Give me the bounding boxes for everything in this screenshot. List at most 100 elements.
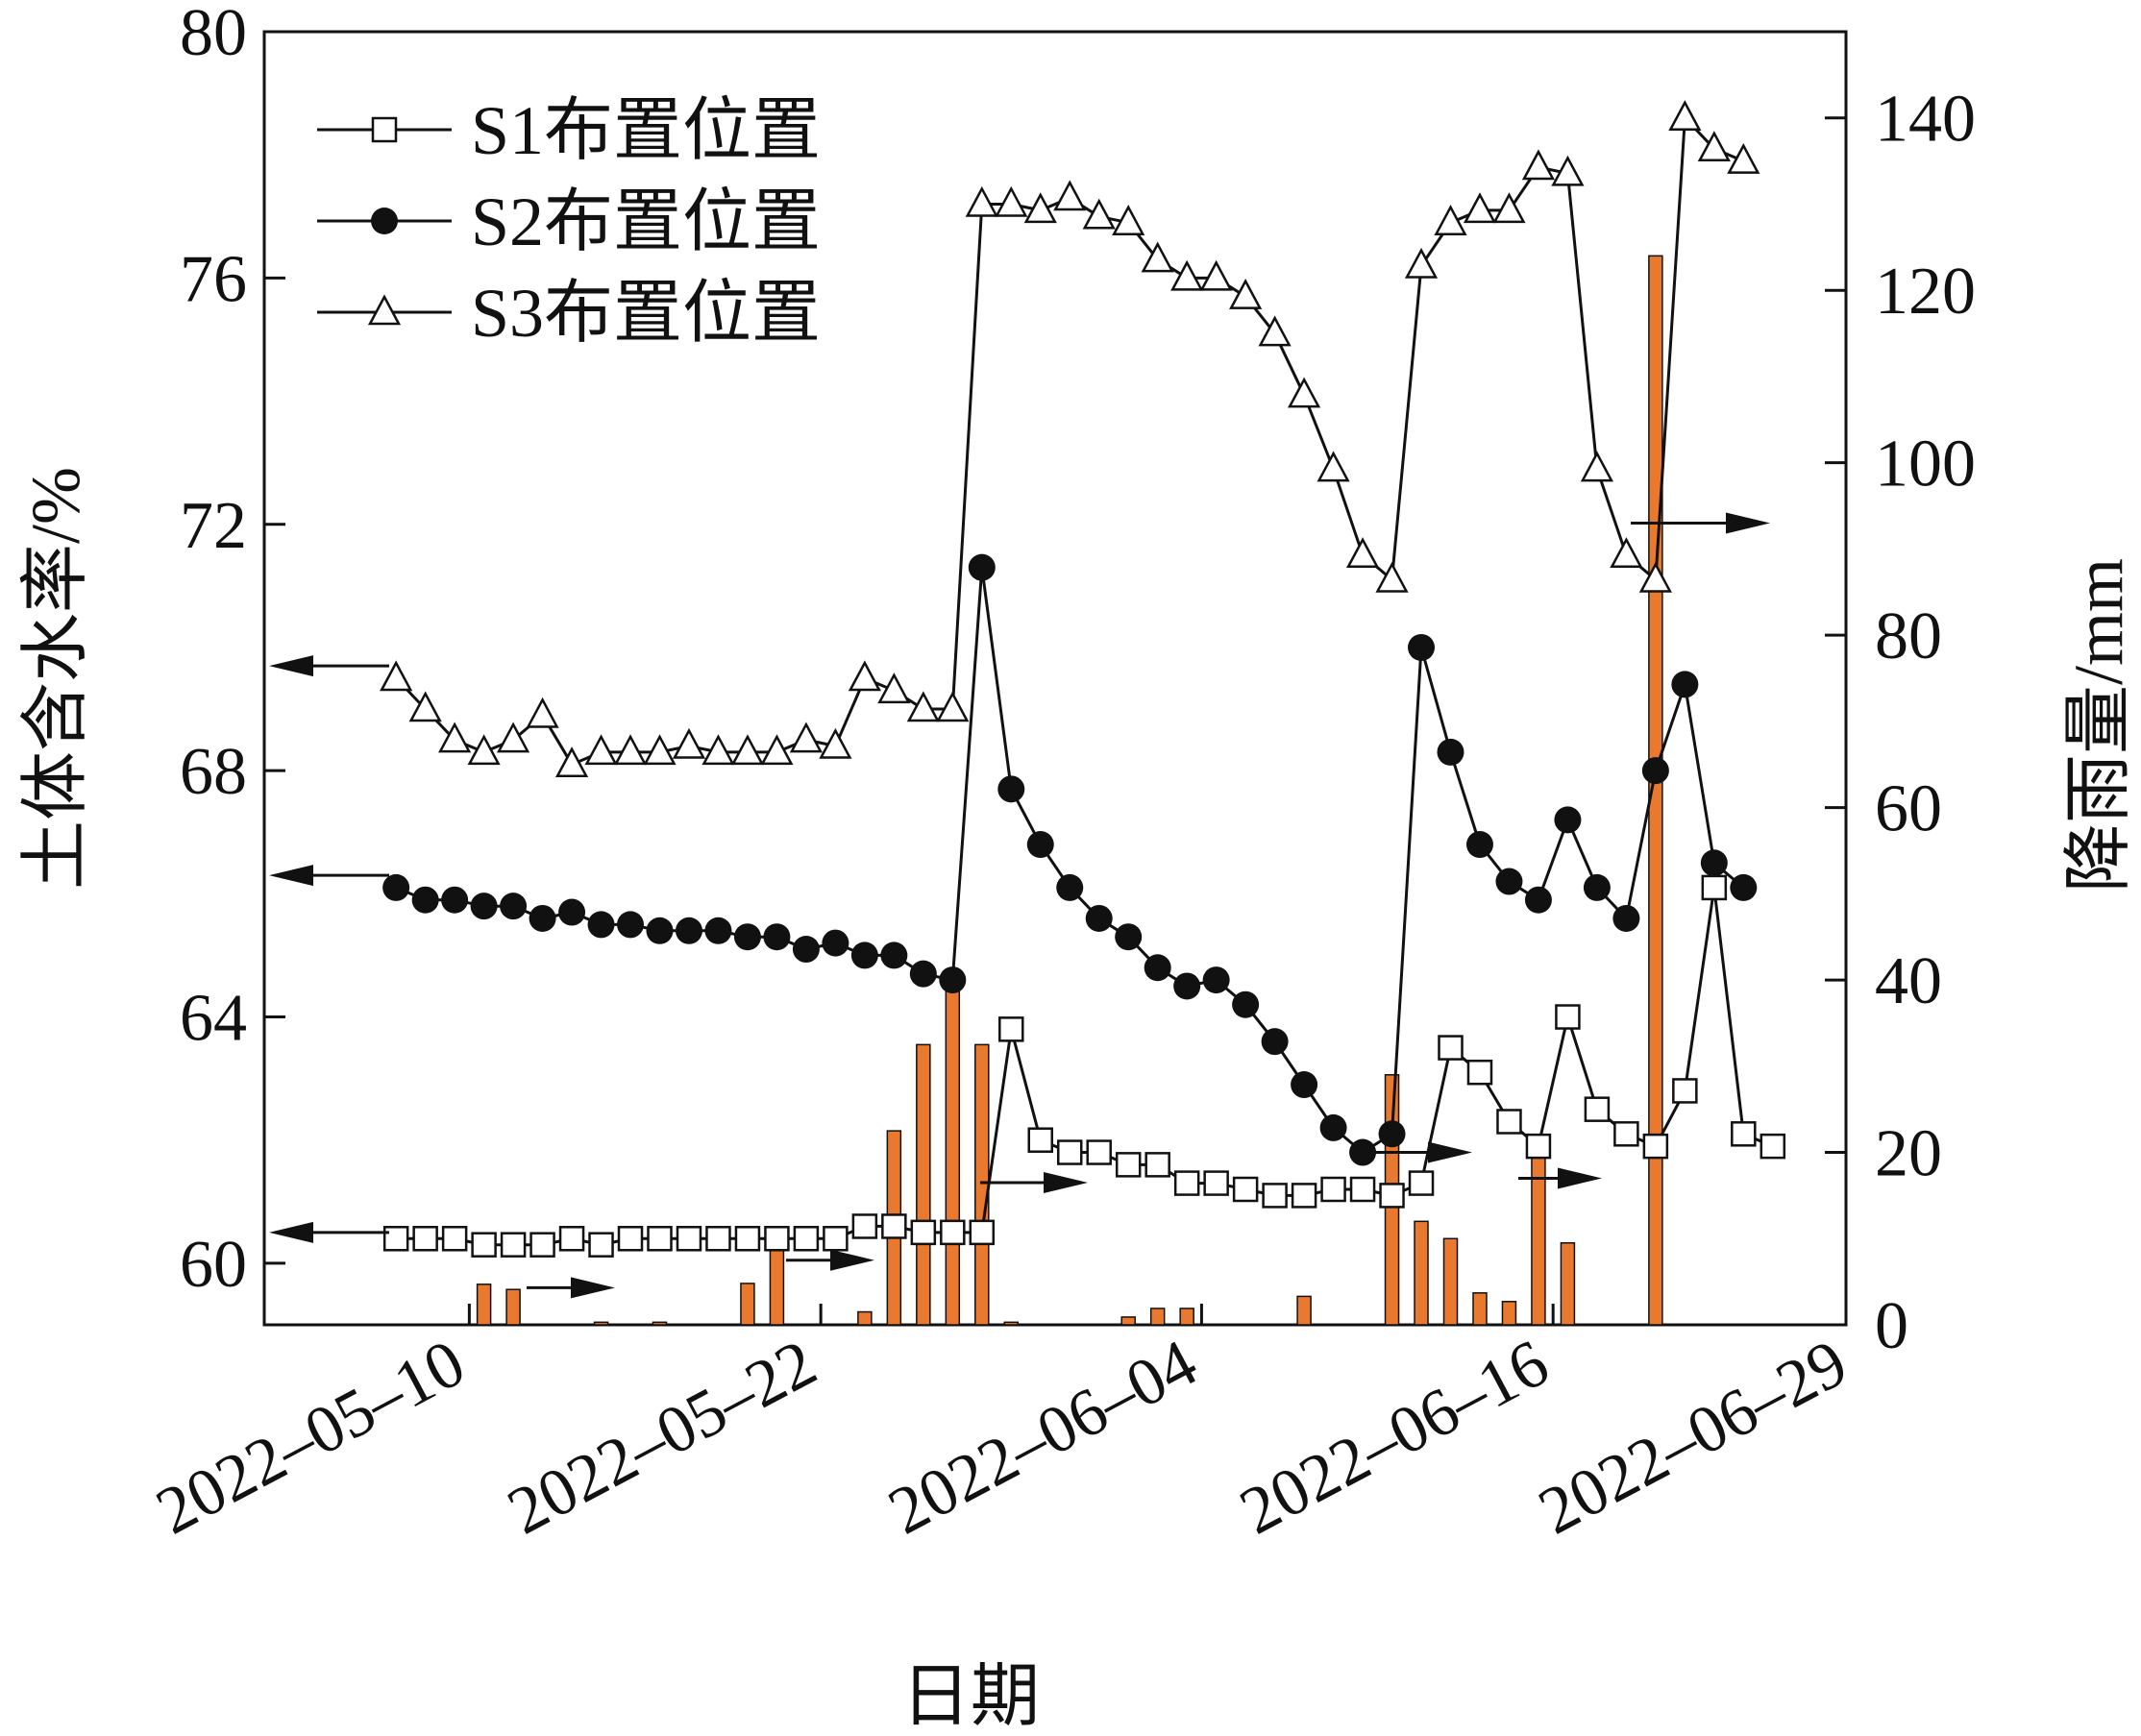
s2-point [587, 911, 615, 939]
right-tick-label: 100 [1875, 428, 1976, 501]
legend-item-s2: S2布置位置 [317, 183, 821, 260]
s3-point [1610, 537, 1643, 569]
s2-point [558, 898, 586, 926]
direction-arrow [1518, 1167, 1602, 1189]
s1-point [382, 1226, 409, 1252]
s3-point [1404, 247, 1439, 279]
s2-point [470, 892, 498, 920]
s3-point [906, 691, 940, 722]
x-axis: 2022–05–10 2022–05–22 2022–06–04 2022–06–16… [145, 1304, 1859, 1549]
s1-point [1115, 1152, 1142, 1178]
rainfall-bar [505, 1288, 521, 1326]
s1-point [910, 1219, 937, 1246]
series-markers [380, 100, 1786, 1258]
direction-arrow [786, 1249, 874, 1271]
rainfall-bar [1472, 1292, 1488, 1326]
rainfall-bar [1501, 1301, 1517, 1326]
s2-point [1583, 873, 1611, 901]
s3-point [438, 721, 472, 753]
s2-point [1291, 1071, 1318, 1099]
s1-point [1555, 1004, 1581, 1030]
s3-point [497, 721, 530, 753]
right-tick-label: 140 [1875, 83, 1976, 157]
s2-point [1612, 904, 1640, 932]
left-tick-label: 72 [180, 489, 247, 563]
s2-point [1144, 954, 1171, 982]
s1-point [1173, 1170, 1200, 1196]
s1-point [998, 1016, 1024, 1042]
s1-point [1144, 1152, 1170, 1178]
s2-point [1671, 671, 1699, 698]
legend-marker-triangle [367, 294, 402, 326]
s3-point [1112, 205, 1145, 235]
s2-point [1700, 849, 1728, 877]
s3-point [789, 721, 823, 753]
s2-point [675, 917, 702, 944]
s1-point [1203, 1170, 1229, 1196]
s2-point [1408, 633, 1436, 661]
s3-point [672, 727, 706, 759]
s3-point [584, 734, 618, 766]
s2-point [939, 966, 967, 994]
right-axis: 0 20 40 60 80 100 120 140 [1825, 83, 1976, 1363]
s3-point [1229, 278, 1263, 309]
right-tick-label: 0 [1875, 1289, 1908, 1363]
x-tick-label: 2022–05–10 [145, 1326, 477, 1549]
s1-point [471, 1232, 497, 1258]
legend-item-s1: S1布置位置 [317, 92, 821, 169]
s3-point [848, 660, 881, 692]
s3-point [408, 691, 442, 722]
plot-frame [262, 30, 1848, 1327]
s1-point [588, 1232, 614, 1258]
s1-point [705, 1226, 731, 1252]
s1-point [1086, 1139, 1112, 1165]
s2-point [1378, 1120, 1406, 1148]
rainfall-bar [1560, 1242, 1576, 1326]
series-line-s1 [396, 887, 1774, 1247]
s3-point [1492, 192, 1526, 224]
s2-point [1319, 1113, 1347, 1141]
s3-point [467, 734, 501, 766]
right-tick-label: 120 [1875, 255, 1976, 329]
right-tick-label: 20 [1875, 1117, 1942, 1191]
right-tick-label: 80 [1875, 599, 1942, 673]
legend-marker-circle [371, 208, 398, 234]
s3-point [1170, 259, 1204, 291]
x-axis-title: 日期 [901, 1658, 1040, 1735]
direction-arrow [269, 655, 389, 677]
rainfall-bar [769, 1246, 785, 1326]
s1-point [529, 1232, 555, 1258]
s3-point [819, 727, 852, 759]
left-tick-label: 76 [180, 242, 247, 316]
s2-point [1641, 757, 1669, 785]
s2-point [1465, 831, 1493, 859]
x-tick-label: 2022–05–22 [496, 1326, 827, 1549]
s1-point [969, 1219, 996, 1246]
s3-point [1258, 315, 1292, 347]
rainfall-bar [1003, 1321, 1020, 1326]
legend-label-s2: S2布置位置 [471, 183, 821, 260]
legend: S1布置位置 S2布置位置 S3布置位置 [317, 92, 821, 352]
s2-point [529, 904, 556, 932]
s2-point [382, 873, 410, 901]
s3-point [526, 697, 559, 728]
s2-point [1085, 904, 1113, 932]
rainfall-bar [916, 1043, 931, 1326]
s3-point [613, 734, 648, 766]
s3-point [995, 185, 1028, 217]
rainfall-bar [1442, 1237, 1459, 1326]
rainfall-bar [1296, 1295, 1312, 1326]
s2-point [1554, 806, 1582, 834]
s3-point [1345, 537, 1380, 569]
direction-arrow [1374, 1141, 1472, 1163]
s2-point [1173, 972, 1201, 1000]
s1-point [441, 1226, 468, 1252]
left-tick-label: 64 [180, 982, 247, 1056]
s1-point [1642, 1133, 1669, 1160]
s1-point [1760, 1133, 1786, 1160]
s2-point [763, 923, 791, 951]
s2-point [646, 917, 674, 944]
axis-arrows [269, 512, 1770, 1299]
s3-point [1727, 142, 1760, 174]
